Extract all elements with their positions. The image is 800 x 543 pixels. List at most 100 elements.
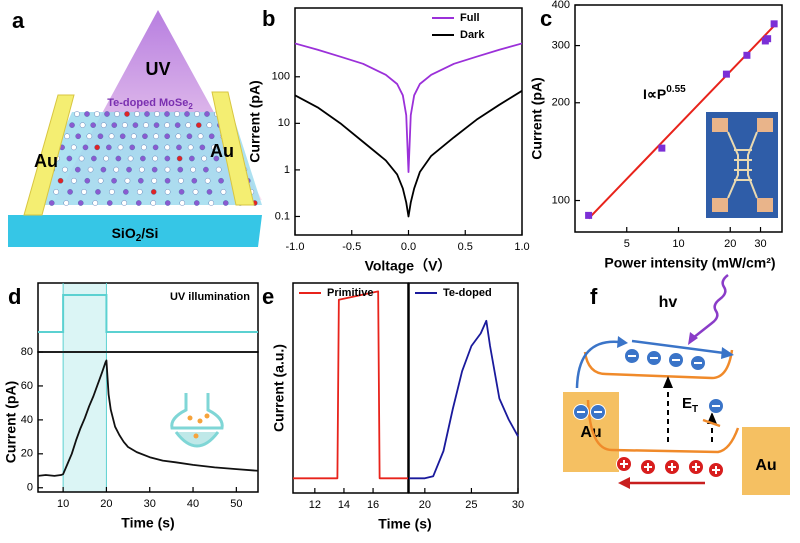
- lattice-atom: [136, 189, 143, 195]
- substrate-end: /Si: [141, 225, 158, 241]
- lattice-atom: [222, 200, 229, 206]
- lattice-atom: [208, 133, 215, 140]
- lattice-atom: [86, 133, 93, 140]
- lattice-atom: [164, 189, 171, 195]
- device-inset: [706, 112, 778, 218]
- lattice-atom: [119, 133, 126, 140]
- x-axis-label: Power intensity (mW/cm²): [604, 255, 775, 271]
- annotation: I∝P0.55: [643, 84, 686, 102]
- lattice-atom: [185, 122, 192, 128]
- panel-label: a: [12, 8, 25, 33]
- plot-frame: [37, 351, 259, 493]
- lattice-atom: [142, 133, 148, 140]
- lattice-atom: [75, 133, 81, 140]
- lattice: [34, 111, 258, 206]
- subscript: 2: [188, 102, 193, 111]
- electrode: [211, 91, 255, 206]
- substrate-label: SiO2/Si: [112, 225, 159, 244]
- lattice-atom: [94, 111, 100, 117]
- subscript: T: [692, 404, 698, 415]
- electrode: [23, 94, 75, 216]
- lattice-atom: [79, 122, 86, 128]
- arrowhead: [617, 336, 628, 348]
- schematic-f: f hv Au Au ET: [563, 274, 790, 495]
- x-tick-label: 40: [187, 498, 199, 510]
- lattice-atom: [141, 144, 147, 151]
- lattice-atom: [176, 144, 182, 151]
- schematic-a: a UV Te-doped MoSe2 Au Au SiO2/Si: [8, 8, 262, 247]
- x-tick-label: 25: [465, 499, 477, 511]
- lattice-atom: [177, 166, 184, 173]
- lattice-atom: [199, 144, 206, 151]
- panel-label: d: [8, 284, 21, 309]
- x-tick-label: 10: [57, 498, 69, 510]
- lattice-atom: [74, 111, 80, 117]
- data-point: [770, 20, 778, 28]
- lattice-atom: [174, 122, 181, 128]
- lattice-atom: [111, 122, 118, 128]
- y-tick-label: 100: [552, 194, 570, 206]
- lattice-atom: [215, 166, 222, 173]
- lattice-atom: [195, 122, 202, 128]
- data-point: [585, 211, 593, 219]
- lattice-atom: [92, 200, 99, 206]
- lattice-atom: [153, 122, 160, 128]
- lattice-atom: [164, 166, 171, 173]
- electrode-label: Au: [34, 151, 58, 171]
- y-tick-label: 400: [552, 0, 570, 11]
- lattice-atom: [108, 133, 115, 140]
- pad: [757, 198, 773, 212]
- x-tick-label: 14: [338, 499, 350, 511]
- lattice-atom: [220, 189, 227, 195]
- y-tick-label: 300: [552, 39, 570, 51]
- lattice-atom: [97, 133, 104, 140]
- material-label: Te-doped MoSe2: [107, 97, 193, 111]
- x-tick-label: 5: [624, 238, 630, 250]
- lattice-atom: [74, 166, 81, 173]
- lattice-atom: [192, 189, 199, 195]
- lattice-atom: [178, 177, 184, 184]
- flask-icon: [170, 393, 224, 448]
- arrowhead: [688, 332, 698, 345]
- lattice-atom: [63, 200, 70, 206]
- series-line: [293, 290, 408, 480]
- electrode: [563, 392, 619, 472]
- photon: [692, 274, 729, 339]
- lattice-atom: [206, 122, 213, 128]
- lattice-atom: [82, 144, 89, 151]
- annotation-text: I∝P: [643, 86, 666, 102]
- lattice-atom: [124, 177, 131, 184]
- x-tick-label: 20: [724, 238, 736, 250]
- lattice-atom: [53, 189, 59, 195]
- x-tick-label: 0.0: [401, 241, 416, 253]
- lattice-atom: [131, 133, 137, 140]
- light-label: UV: [145, 59, 170, 79]
- trap: E: [682, 395, 692, 412]
- lattice-atom: [113, 166, 120, 173]
- series-line: [37, 359, 259, 477]
- y-tick-label: 1: [284, 164, 290, 176]
- y-axis-label: Current (pA): [247, 80, 263, 162]
- lattice-atom: [71, 177, 77, 184]
- lattice-atom: [135, 200, 142, 206]
- arrowhead: [618, 477, 630, 489]
- plot-frame: [294, 7, 523, 236]
- lattice-atom: [67, 189, 73, 195]
- panel-label: b: [262, 6, 275, 31]
- electrode-label: Au: [210, 141, 234, 161]
- dot: [187, 415, 193, 421]
- arrowhead: [663, 376, 673, 388]
- transfer-arrow: [575, 340, 621, 389]
- lattice-atom: [117, 144, 124, 151]
- conduction-band: [583, 349, 734, 380]
- lattice-atom: [69, 122, 75, 128]
- lattice-atom: [153, 133, 159, 140]
- lattice-atom: [140, 155, 146, 162]
- x-axis-label: Time (s): [378, 516, 431, 532]
- lattice-atom: [127, 155, 134, 162]
- y-axis-label: Current (pA): [529, 77, 545, 159]
- material: Te-doped MoSe: [107, 97, 188, 109]
- x-axis-label: Voltage（V）: [365, 258, 452, 274]
- lattice-atom: [70, 144, 77, 151]
- lattice-atom: [179, 200, 186, 206]
